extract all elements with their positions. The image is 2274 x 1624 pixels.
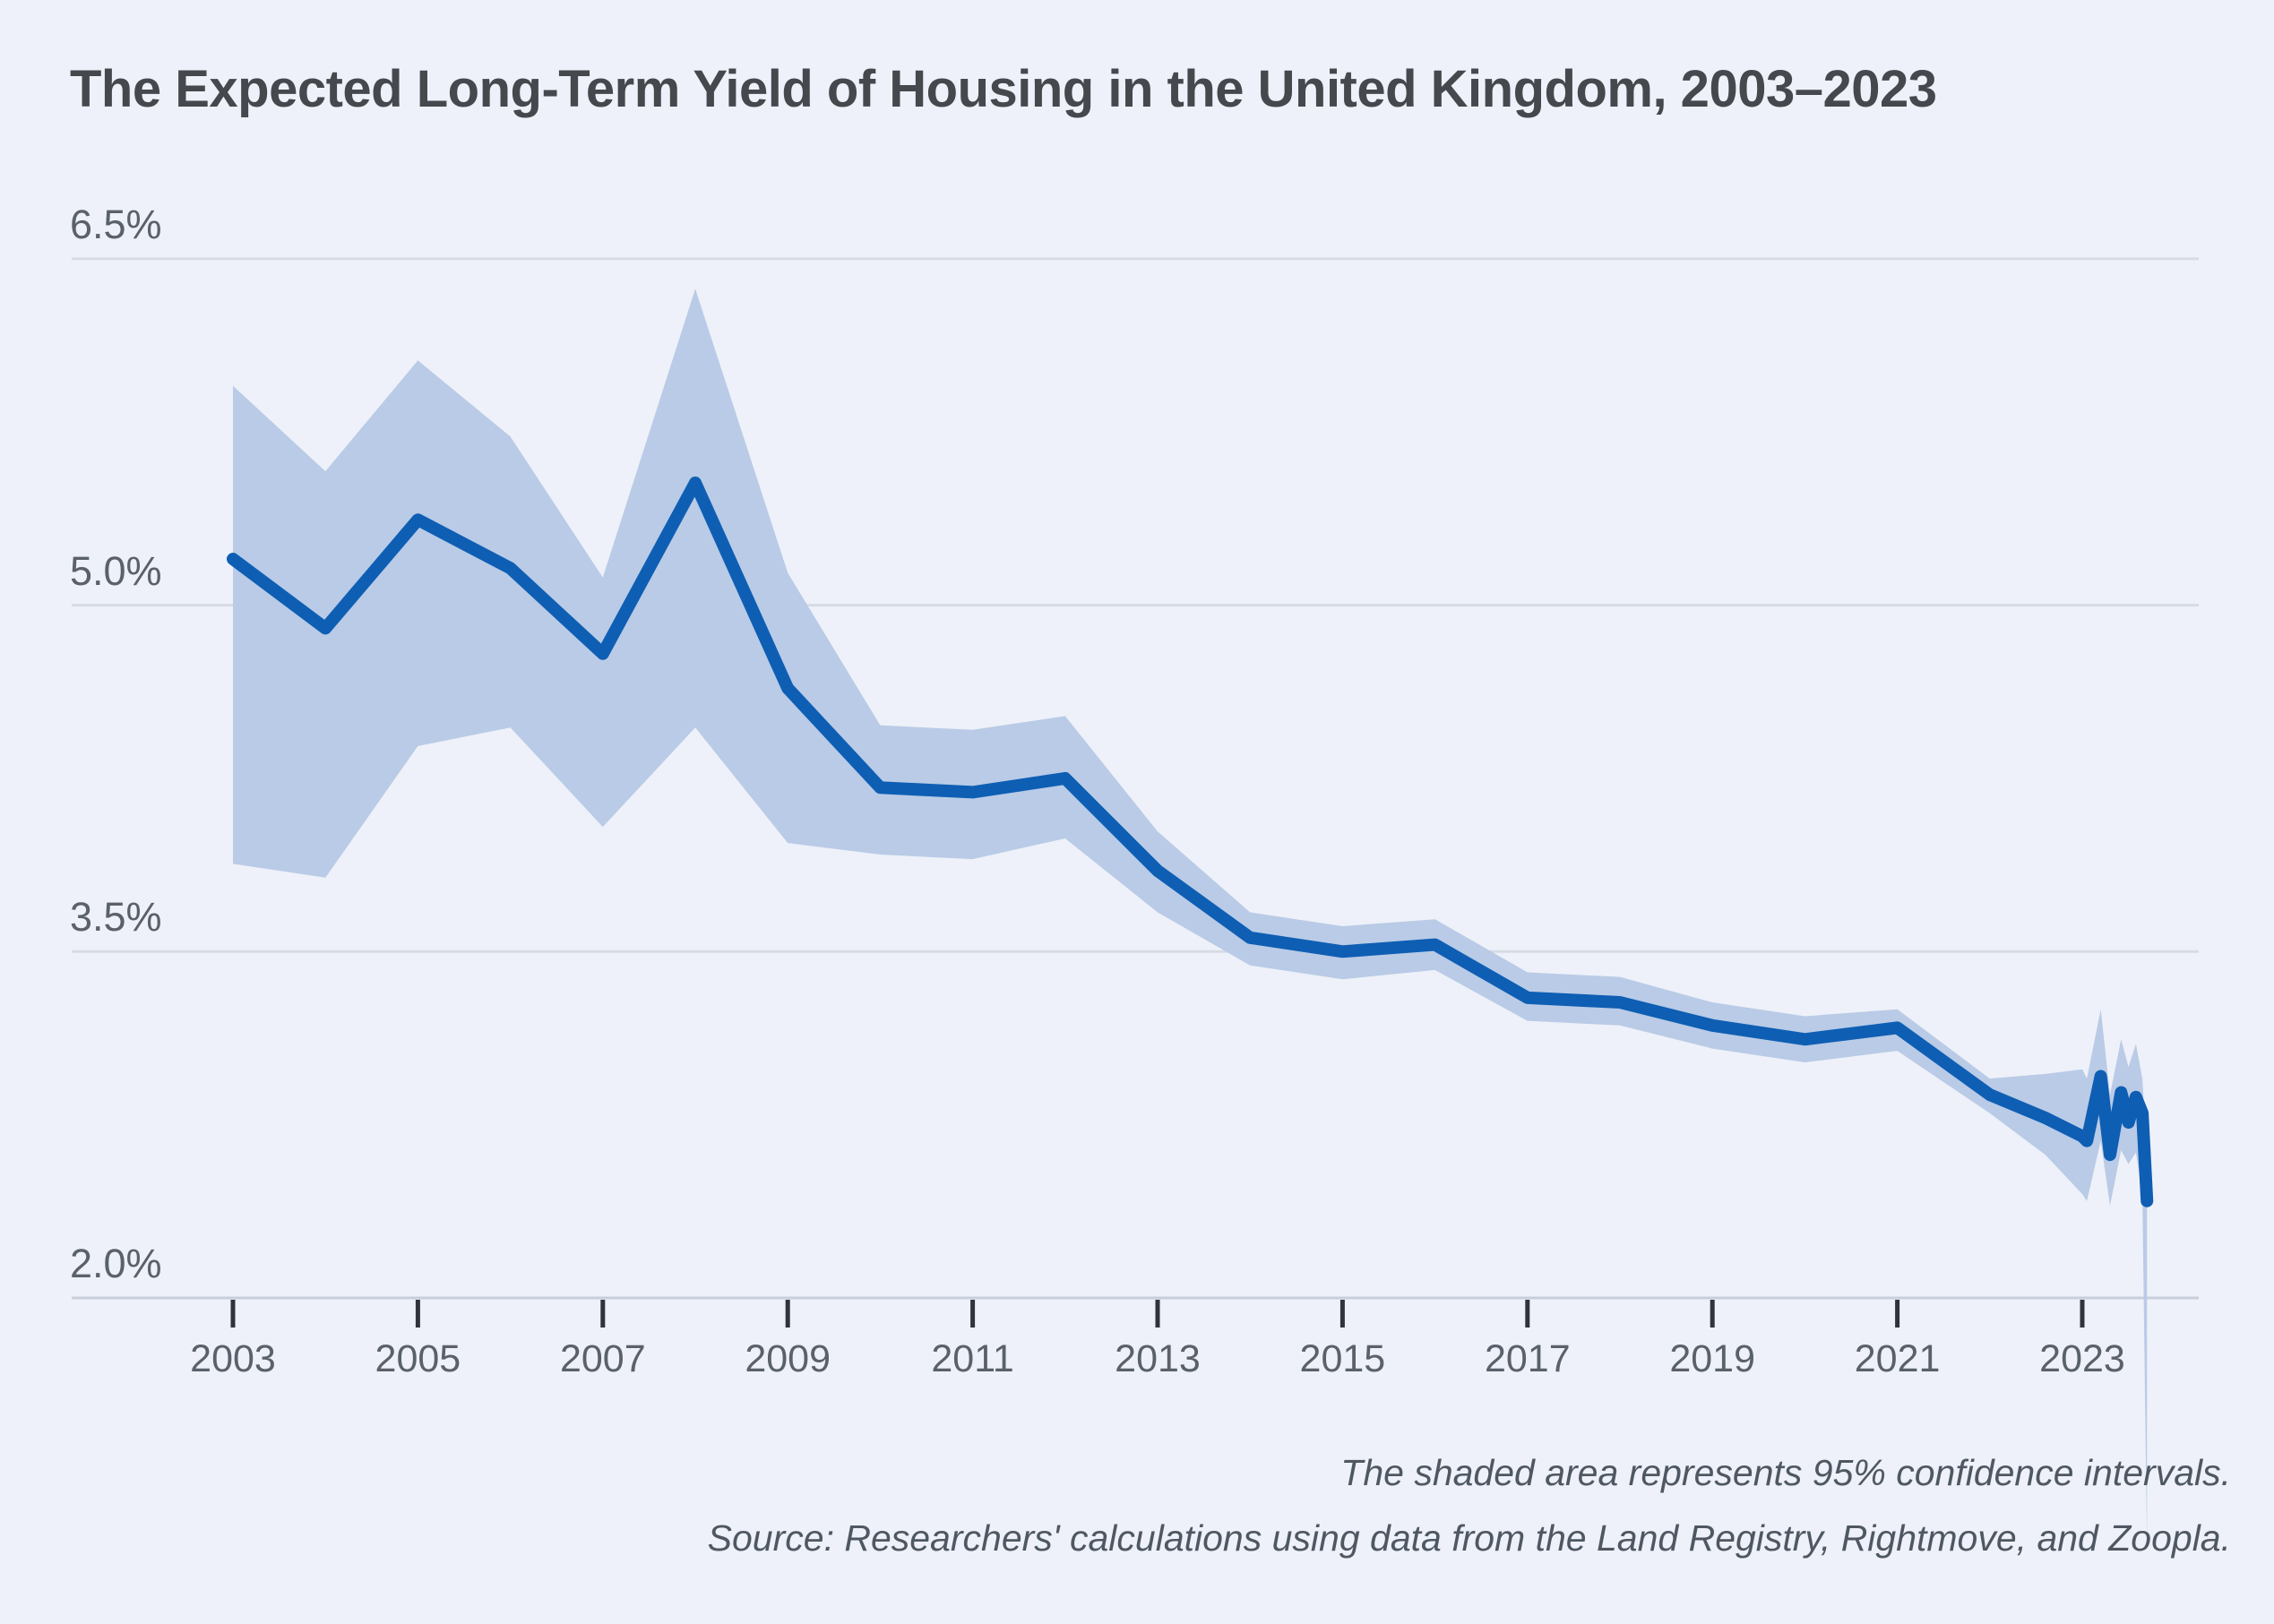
y-tick-label: 6.5% bbox=[70, 201, 162, 247]
yield-trend-line bbox=[227, 476, 2154, 1207]
x-tick-label: 2003 bbox=[190, 1337, 276, 1380]
footnotes: The shaded area represents 95% confidenc… bbox=[708, 1440, 2231, 1571]
x-tick-label: 2011 bbox=[931, 1337, 1014, 1380]
x-tick-label: 2017 bbox=[1484, 1337, 1571, 1380]
x-tick-label: 2023 bbox=[2039, 1337, 2125, 1380]
axis-tick-group bbox=[230, 1300, 2085, 1328]
y-tick-label: 3.5% bbox=[70, 894, 162, 941]
x-tick-label: 2015 bbox=[1299, 1337, 1386, 1380]
y-tick-label: 5.0% bbox=[70, 547, 162, 594]
x-tick-label: 2013 bbox=[1115, 1337, 1201, 1380]
confidence-note: The shaded area represents 95% confidenc… bbox=[1340, 1452, 2231, 1493]
confidence-band-area bbox=[233, 288, 2148, 1548]
x-tick-label: 2007 bbox=[559, 1337, 646, 1380]
x-tick-label: 2009 bbox=[745, 1337, 831, 1380]
x-tick-label: 2019 bbox=[1669, 1337, 1756, 1380]
chart-title: The Expected Long-Term Yield of Housing … bbox=[70, 60, 1937, 118]
y-tick-label: 2.0% bbox=[70, 1241, 162, 1286]
source-note: Source: Researchers' calculations using … bbox=[707, 1517, 2231, 1559]
x-tick-label: 2005 bbox=[375, 1337, 461, 1380]
x-tick-label: 2021 bbox=[1854, 1337, 1941, 1380]
